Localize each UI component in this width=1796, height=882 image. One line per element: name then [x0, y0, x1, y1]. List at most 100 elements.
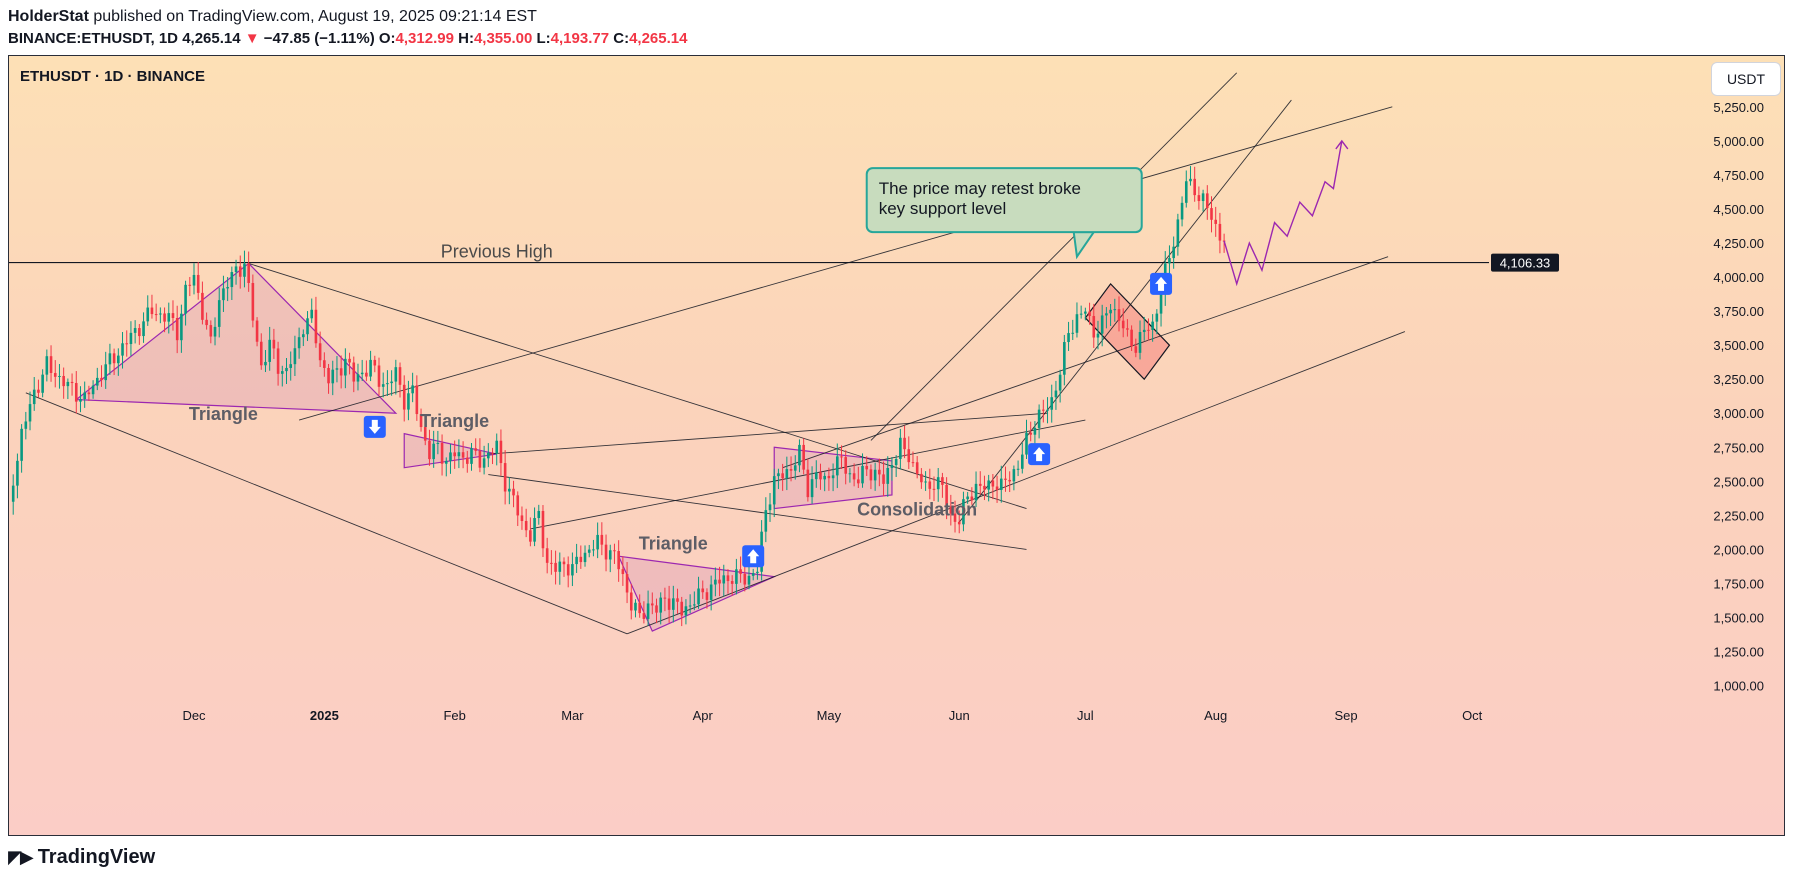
candle [444, 460, 448, 464]
candle [499, 440, 503, 464]
candle [280, 371, 284, 374]
candle [79, 399, 82, 402]
last-price: 4,265.14 [182, 30, 241, 47]
tradingview-logo[interactable]: ◤▶ TradingView [8, 846, 155, 869]
candle [596, 534, 599, 550]
candle [558, 561, 562, 572]
candle [1004, 478, 1007, 480]
candle [297, 337, 301, 349]
candle [16, 460, 19, 486]
candle [398, 367, 402, 385]
candle [911, 462, 915, 464]
candle [104, 364, 108, 381]
candle [583, 552, 587, 563]
currency-button[interactable]: USDT [1711, 62, 1781, 96]
pattern-label: Triangle [420, 411, 489, 431]
candle [196, 274, 200, 293]
candle [878, 469, 881, 475]
candle [987, 480, 990, 490]
candle [1184, 181, 1188, 203]
candle [541, 510, 545, 549]
trendline [626, 331, 1406, 635]
candle [907, 449, 911, 463]
candle [465, 457, 469, 464]
candle [1168, 258, 1171, 264]
candle [11, 485, 15, 502]
candle [1033, 427, 1037, 435]
candle [953, 513, 957, 522]
y-tick-label: 3,500.00 [1713, 338, 1764, 353]
candle [840, 456, 843, 458]
candle [684, 606, 688, 616]
candle [743, 573, 747, 585]
candle [520, 515, 524, 521]
chart-area[interactable]: 1,000.00 1,250.00 1,500.00 1,750.00 2,000.00… [8, 55, 1785, 836]
y-tick-label: 3,000.00 [1713, 406, 1764, 421]
candle [571, 564, 574, 576]
candle [1176, 219, 1180, 247]
candle [726, 575, 730, 582]
callout-text: The price may retest broke [879, 179, 1081, 198]
close-label: C: [613, 30, 630, 47]
candle [58, 375, 61, 377]
candle [1050, 397, 1054, 410]
candle [1130, 329, 1133, 347]
candle [503, 463, 507, 492]
candle [478, 450, 482, 468]
candle [407, 393, 410, 410]
candle [869, 469, 873, 481]
candle [999, 478, 1003, 490]
candle [268, 339, 271, 362]
candle [722, 575, 726, 584]
candle [831, 475, 835, 479]
candle [125, 343, 129, 345]
candle [373, 359, 377, 366]
last-price-tag [1491, 253, 1559, 272]
candle [1046, 409, 1049, 411]
candle [1159, 293, 1163, 314]
price-chart[interactable]: 1,000.00 1,250.00 1,500.00 1,750.00 2,000.00… [9, 56, 1785, 836]
x-tick-label: Aug [1204, 708, 1227, 723]
candle [95, 377, 99, 386]
candle [533, 518, 536, 542]
y-tick-label: 1,000.00 [1713, 679, 1764, 694]
candle [184, 284, 187, 314]
candle [205, 319, 208, 326]
candle [537, 510, 541, 519]
candle [1058, 374, 1062, 391]
candle [844, 457, 848, 474]
candle [970, 496, 974, 501]
candle [823, 475, 826, 480]
candle [146, 307, 150, 322]
candle [625, 574, 629, 593]
trendline [25, 392, 628, 635]
candle [133, 328, 137, 333]
callout-box [865, 167, 1143, 234]
candle [1020, 454, 1024, 469]
candle [428, 440, 431, 460]
candle [495, 440, 499, 454]
quote-line: BINANCE:ETHUSDT, 1D 4,265.14 ▼ −47.85 (−… [8, 28, 687, 50]
candle [209, 325, 213, 337]
brand-name: TradingView [37, 846, 156, 868]
y-tick-label: 2,000.00 [1713, 542, 1764, 557]
candle [171, 313, 175, 318]
candle [440, 442, 444, 464]
candle [600, 534, 604, 545]
candle [655, 605, 658, 613]
author-name[interactable]: HolderStat [8, 8, 89, 25]
projection-path [1223, 140, 1343, 287]
low-value: 4,193.77 [550, 30, 610, 47]
candle [470, 448, 473, 464]
candle [230, 272, 234, 288]
previous-high-label: Previous High [441, 242, 553, 262]
candle [714, 579, 717, 585]
candle [1189, 178, 1192, 182]
candle [1100, 315, 1104, 334]
candle [285, 367, 288, 372]
candle [772, 476, 776, 505]
trendline [488, 474, 1027, 550]
candle [1126, 328, 1129, 330]
candle [238, 266, 242, 277]
chart-title: ETHUSDT · 1D · BINANCE [20, 68, 206, 85]
